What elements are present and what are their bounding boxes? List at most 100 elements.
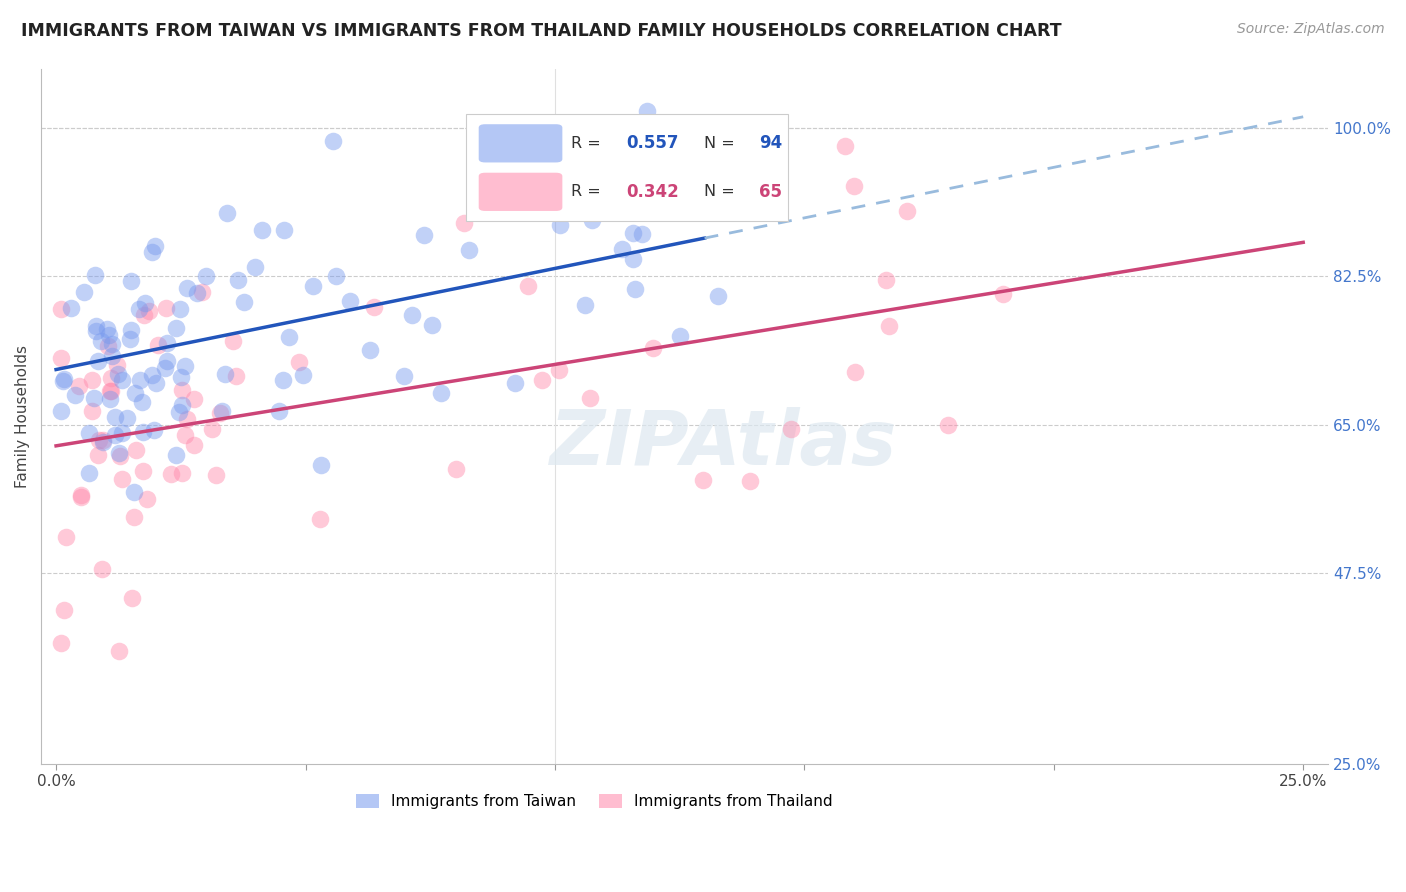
Point <box>132 425 155 439</box>
Point <box>844 365 866 379</box>
Text: N =: N = <box>704 136 740 151</box>
Point <box>155 360 177 375</box>
Point <box>121 591 143 605</box>
Point <box>170 370 193 384</box>
Point <box>991 287 1014 301</box>
Point <box>131 465 153 479</box>
Point <box>302 279 325 293</box>
Point <box>111 472 134 486</box>
Point <box>91 435 114 450</box>
Point <box>740 474 762 488</box>
Point <box>63 388 86 402</box>
Point <box>643 341 665 355</box>
Point <box>80 404 103 418</box>
Point <box>111 426 134 441</box>
Point <box>574 298 596 312</box>
Point <box>173 359 195 373</box>
Point <box>453 216 475 230</box>
Point <box>363 300 385 314</box>
Point <box>155 301 177 315</box>
Point <box>834 138 856 153</box>
Point <box>131 394 153 409</box>
Point <box>269 404 291 418</box>
Point <box>311 458 333 472</box>
Point <box>291 368 314 383</box>
Point <box>122 509 145 524</box>
Text: ZIPAtlas: ZIPAtlas <box>550 407 897 481</box>
Point <box>176 412 198 426</box>
Point <box>134 296 156 310</box>
Point <box>226 273 249 287</box>
Point <box>146 338 169 352</box>
Point <box>145 376 167 391</box>
Point <box>115 410 138 425</box>
Point <box>60 301 83 315</box>
Point <box>232 294 254 309</box>
Point <box>503 376 526 390</box>
Point <box>250 223 273 237</box>
Point <box>108 446 131 460</box>
FancyBboxPatch shape <box>465 113 787 221</box>
Point <box>105 358 128 372</box>
Point <box>98 327 121 342</box>
Point <box>621 226 644 240</box>
Point <box>91 433 114 447</box>
Point <box>87 433 110 447</box>
Point <box>516 279 538 293</box>
Point <box>84 324 107 338</box>
Point <box>49 351 72 365</box>
Point <box>444 462 467 476</box>
Point <box>100 337 122 351</box>
Point <box>169 302 191 317</box>
Point <box>167 405 190 419</box>
Point <box>52 602 75 616</box>
Point <box>692 473 714 487</box>
Point <box>195 268 218 283</box>
Legend: Immigrants from Taiwan, Immigrants from Thailand: Immigrants from Taiwan, Immigrants from … <box>350 788 839 815</box>
Point <box>217 206 239 220</box>
Point <box>111 373 134 387</box>
Point <box>87 448 110 462</box>
Point <box>86 318 108 333</box>
Point <box>49 301 72 316</box>
Point <box>271 373 294 387</box>
Point <box>134 309 156 323</box>
Point <box>125 443 148 458</box>
Text: IMMIGRANTS FROM TAIWAN VS IMMIGRANTS FROM THAILAND FAMILY HOUSEHOLDS CORRELATION: IMMIGRANTS FROM TAIWAN VS IMMIGRANTS FRO… <box>21 22 1062 40</box>
Point <box>548 363 571 377</box>
Point <box>273 223 295 237</box>
Point <box>122 485 145 500</box>
FancyBboxPatch shape <box>478 173 562 211</box>
Point <box>100 371 122 385</box>
Point <box>49 404 72 418</box>
Point <box>420 318 443 332</box>
Point <box>77 426 100 441</box>
Point <box>636 103 658 118</box>
Point <box>624 282 647 296</box>
Point <box>165 320 187 334</box>
Point <box>936 418 959 433</box>
Point <box>170 398 193 412</box>
Point <box>183 392 205 407</box>
Point <box>128 301 150 316</box>
Point <box>325 269 347 284</box>
Point <box>96 321 118 335</box>
Point <box>174 427 197 442</box>
Point <box>49 636 72 650</box>
Point <box>359 343 381 357</box>
Text: Source: ZipAtlas.com: Source: ZipAtlas.com <box>1237 22 1385 37</box>
Point <box>631 227 654 242</box>
Point <box>186 285 208 300</box>
Point <box>156 336 179 351</box>
Point <box>108 449 131 463</box>
Point <box>52 374 75 388</box>
Y-axis label: Family Households: Family Households <box>15 344 30 488</box>
Point <box>201 422 224 436</box>
Point <box>191 285 214 299</box>
Point <box>83 268 105 283</box>
Point <box>142 423 165 437</box>
Point <box>120 323 142 337</box>
Point <box>413 227 436 242</box>
Point <box>107 367 129 381</box>
Point <box>401 308 423 322</box>
